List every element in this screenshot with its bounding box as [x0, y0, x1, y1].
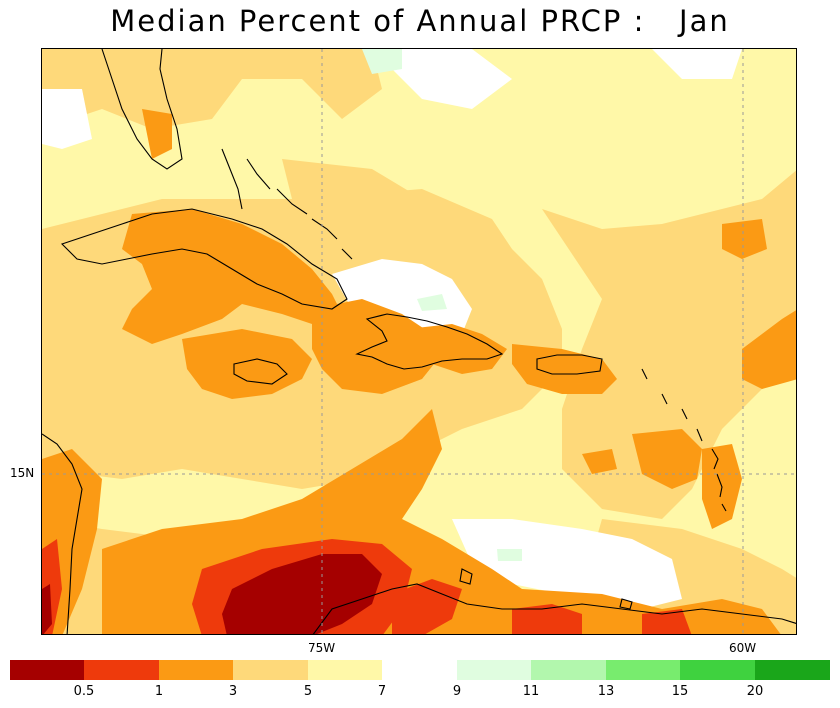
x-tick-60w: 60W — [729, 641, 757, 655]
precipitation-map — [41, 48, 797, 635]
legend-swatch — [84, 660, 159, 680]
legend-swatch — [531, 660, 606, 680]
legend-label: 9 — [452, 684, 462, 699]
legend-label: 0.5 — [73, 684, 95, 699]
legend-label: 7 — [377, 684, 387, 699]
legend-label: 13 — [597, 684, 615, 699]
graticule — [42, 49, 796, 634]
color-legend — [10, 660, 830, 680]
map-title: Median Percent of Annual PRCP : Jan — [110, 4, 730, 38]
legend-swatch — [606, 660, 680, 680]
legend-swatch — [680, 660, 755, 680]
legend-swatch — [10, 660, 84, 680]
field-below-0.5 — [42, 554, 382, 634]
legend-label: 1 — [154, 684, 164, 699]
x-tick-75w: 75W — [308, 641, 336, 655]
legend-swatch — [457, 660, 531, 680]
legend-swatch — [755, 660, 830, 680]
legend-swatch — [382, 660, 457, 680]
legend-label: 3 — [228, 684, 238, 699]
legend-swatch — [308, 660, 382, 680]
legend-label: 20 — [746, 684, 764, 699]
legend-swatch — [159, 660, 233, 680]
map-svg — [42, 49, 796, 634]
legend-label: 11 — [522, 684, 540, 699]
legend-label: 15 — [671, 684, 689, 699]
legend-swatch — [233, 660, 308, 680]
legend-label: 5 — [303, 684, 313, 699]
field-9-11 — [362, 49, 522, 561]
coastlines — [42, 49, 796, 634]
y-tick-15n: 15N — [10, 466, 35, 480]
